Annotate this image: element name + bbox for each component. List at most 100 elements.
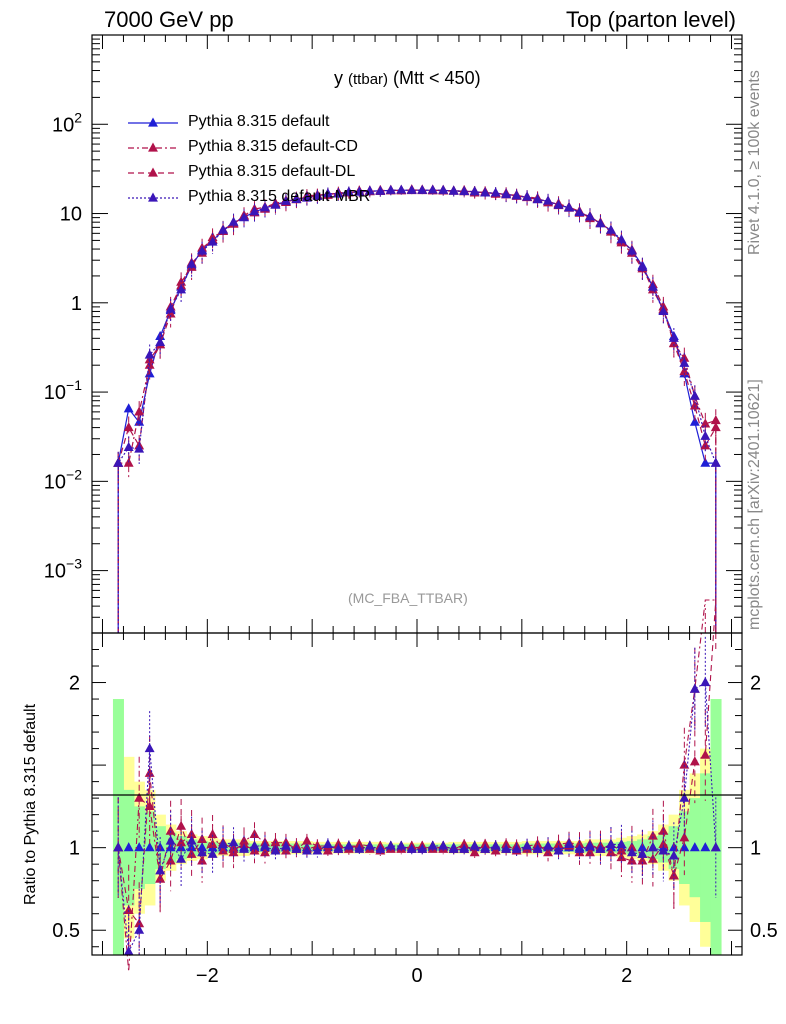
ratio-point-pythia-8-315-default-mbr (647, 842, 658, 852)
ratio-point-pythia-8-315-default (197, 842, 208, 852)
data-point-pythia-8-315-default-mbr (459, 185, 470, 195)
ratio-point-pythia-8-315-default-mbr (375, 843, 386, 853)
data-point-pythia-8-315-default-mbr (710, 457, 721, 467)
data-point-pythia-8-315-default-mbr (385, 184, 396, 194)
ratio-point-pythia-8-315-default-mbr (490, 840, 501, 850)
data-point-pythia-8-315-default-mbr (322, 188, 333, 198)
ratio-point-pythia-8-315-default-mbr (626, 847, 637, 857)
ratio-point-pythia-8-315-default-mbr (668, 850, 679, 860)
ratio-point-pythia-8-315-default-mbr (312, 845, 323, 855)
ratio-point-pythia-8-315-default-mbr (564, 838, 574, 848)
series-line-pythia-8-315-default-cd (117, 189, 717, 633)
ratio-point-pythia-8-315-default-mbr (679, 792, 690, 802)
legend-label: Pythia 8.315 default (188, 113, 330, 130)
ratio-point-pythia-8-315-default-mbr (417, 843, 428, 853)
data-point-pythia-8-315-default-mbr (417, 184, 428, 194)
ratio-point-pythia-8-315-default-mbr (207, 848, 218, 858)
data-point-pythia-8-315-default-mbr (480, 187, 491, 197)
ratio-point-pythia-8-315-default-cd (480, 838, 491, 848)
x-tick-label: 0 (411, 965, 422, 987)
data-point-pythia-8-315-default (700, 457, 711, 467)
data-point-pythia-8-315-default-mbr (144, 349, 155, 359)
ratio-tick-label-right: 1 (750, 838, 761, 860)
series-line-pythia-8-315-default (117, 189, 717, 633)
data-point-pythia-8-315-default-mbr (637, 261, 648, 271)
data-point-pythia-8-315-default-mbr (574, 206, 585, 216)
ratio-point-pythia-8-315-default-cd (469, 847, 480, 857)
y-tick-label: 10−1 (44, 377, 82, 404)
data-point-pythia-8-315-default-mbr (134, 443, 145, 453)
ratio-point-pythia-8-315-default-mbr (385, 840, 396, 850)
ratio-point-pythia-8-315-default (134, 842, 145, 852)
data-point-pythia-8-315-default-mbr (228, 216, 239, 226)
rivet-version-label: Rivet 4.1.0, ≥ 100k events (746, 70, 763, 255)
ratio-point-pythia-8-315-default-mbr (123, 946, 134, 956)
ratio-point-pythia-8-315-default-mbr (176, 853, 187, 863)
ratio-series-layer (113, 599, 721, 972)
data-point-pythia-8-315-default-mbr (270, 199, 281, 209)
ratio-point-pythia-8-315-default-cd (459, 838, 470, 848)
data-point-pythia-8-315-default-dl (700, 440, 711, 450)
data-point-pythia-8-315-default-mbr (176, 284, 187, 294)
data-point-pythia-8-315-default-dl (710, 422, 721, 432)
ratio-point-pythia-8-315-default-cd (144, 800, 155, 810)
ratio-point-pythia-8-315-default-mbr (459, 843, 470, 853)
data-point-pythia-8-315-default-mbr (427, 184, 438, 194)
x-tick-label: 2 (621, 965, 632, 987)
ratio-point-pythia-8-315-default-mbr (553, 845, 564, 855)
data-point-pythia-8-315-default-mbr (260, 202, 270, 212)
ratio-point-pythia-8-315-default-cd (134, 792, 145, 802)
data-point-pythia-8-315-default-mbr (281, 195, 291, 205)
ratio-point-pythia-8-315-default (679, 842, 690, 852)
data-point-pythia-8-315-default-mbr (239, 212, 249, 222)
axis-tick-labels: −2 0 2 10−3 10−2 10−1 1 10 102 0.5 0.5 1 1 2 2 (44, 109, 778, 987)
ratio-point-pythia-8-315-default-mbr (574, 843, 585, 853)
ratio-point-pythia-8-315-default-mbr (511, 843, 522, 853)
data-point-pythia-8-315-default-mbr (312, 190, 323, 200)
data-point-pythia-8-315-default-cd (700, 418, 711, 428)
axis-ticks (92, 35, 742, 955)
ratio-point-pythia-8-315-default-mbr (228, 837, 239, 847)
ratio-point-pythia-8-315-default-dl (679, 832, 690, 842)
ratio-point-pythia-8-315-default-mbr (616, 838, 627, 848)
ratio-point-pythia-8-315-default (186, 842, 197, 852)
ratio-point-pythia-8-315-default-mbr (343, 840, 354, 850)
data-point-pythia-8-315-default-mbr (291, 193, 302, 203)
data-point-pythia-8-315-default-mbr (333, 188, 344, 198)
mcplots-credit-label: mcplots.cern.ch [arXiv:2401.10621] (746, 379, 763, 630)
legend-label: Pythia 8.315 default-MBR (188, 188, 371, 205)
plot-title-variable: y (334, 68, 343, 88)
ratio-point-pythia-8-315-default-dl (176, 820, 187, 830)
ratio-point-pythia-8-315-default-mbr (585, 840, 595, 850)
ratio-point-pythia-8-315-default-mbr (113, 842, 124, 852)
ratio-point-pythia-8-315-default-mbr (606, 838, 616, 848)
legend-label: Pythia 8.315 default-CD (188, 138, 358, 155)
data-point-pythia-8-315-default-mbr (165, 303, 176, 313)
ratio-tick-label-left: 2 (69, 673, 80, 695)
ratio-point-pythia-8-315-default-mbr (165, 835, 176, 845)
y-tick-label: 1 (71, 293, 82, 315)
data-point-pythia-8-315-default-mbr (218, 224, 228, 234)
ratio-point-pythia-8-315-default-dl (239, 838, 249, 848)
data-point-pythia-8-315-default-mbr (532, 194, 543, 204)
ratio-point-pythia-8-315-default-mbr (155, 865, 166, 875)
ratio-point-pythia-8-315-default-mbr (134, 924, 145, 934)
data-point-pythia-8-315-default-mbr (364, 185, 375, 195)
plot-title: y (ttbar) (Mtt < 450) (334, 68, 481, 89)
ratio-point-pythia-8-315-default-mbr (239, 843, 249, 853)
legend-marker (148, 167, 158, 177)
ratio-point-pythia-8-315-default (144, 842, 155, 852)
series-line-pythia-8-315-default-dl (117, 189, 717, 633)
ratio-point-pythia-8-315-default-mbr (322, 838, 333, 848)
data-point-pythia-8-315-default-mbr (113, 457, 124, 467)
ratio-point-pythia-8-315-default-mbr (406, 843, 417, 853)
ratio-point-pythia-8-315-default-mbr (637, 848, 648, 858)
data-point-pythia-8-315-default (123, 403, 134, 413)
data-point-pythia-8-315-default-mbr (647, 281, 658, 291)
ratio-point-pythia-8-315-default-mbr (291, 843, 302, 853)
ratio-tick-label-left: 0.5 (52, 920, 80, 942)
data-point-pythia-8-315-default-mbr (564, 201, 574, 212)
ratio-point-pythia-8-315-default-dl (658, 838, 669, 848)
ratio-tick-label-right: 2 (750, 673, 761, 695)
ratio-point-pythia-8-315-default-mbr (144, 743, 155, 753)
